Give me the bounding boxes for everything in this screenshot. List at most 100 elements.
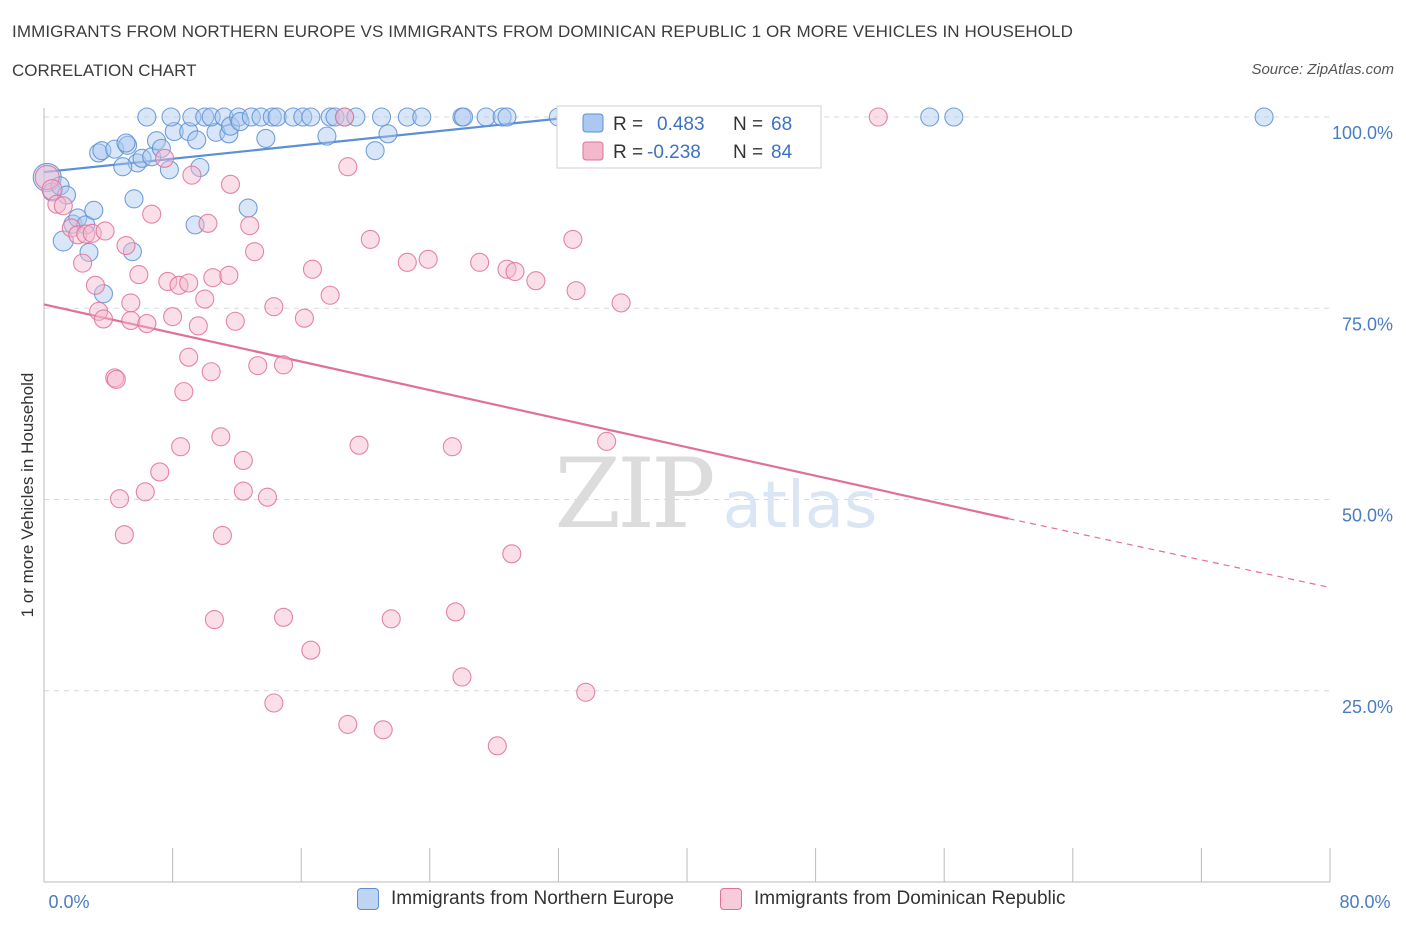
data-point (320, 285, 340, 305)
data-point (264, 693, 284, 713)
watermark: ZIP atlas (554, 438, 877, 550)
data-point (264, 297, 284, 317)
data-point (106, 369, 126, 389)
data-point (116, 133, 136, 153)
data-point (195, 289, 215, 309)
y-tick-label: 75.0% (1342, 314, 1393, 334)
data-point (372, 107, 392, 127)
data-point (868, 107, 888, 127)
data-point (373, 720, 393, 740)
data-point (220, 174, 241, 194)
data-point (526, 271, 546, 291)
legend-n-value: 84 (771, 142, 793, 163)
data-point (294, 308, 314, 328)
data-point (142, 204, 162, 224)
legend-swatch-pink (582, 141, 604, 161)
data-point (114, 525, 134, 545)
data-point (293, 107, 313, 127)
data-point (476, 107, 496, 127)
legend-label: Immigrants from Northern Europe (391, 888, 674, 909)
legend-r-label: R = (613, 142, 643, 163)
data-point (105, 139, 125, 159)
data-point (129, 265, 149, 285)
legend-item-dominican-republic[interactable]: Immigrants from Dominican Republic (720, 888, 1066, 910)
data-point (338, 157, 358, 177)
data-point (240, 216, 260, 236)
data-point (47, 194, 67, 214)
y-tick-label: 100.0% (1332, 123, 1393, 143)
data-point (301, 640, 321, 660)
data-point (68, 225, 88, 245)
y-tick-label: 25.0% (1342, 697, 1393, 717)
legend-r-label: R = (613, 114, 643, 135)
data-point (198, 213, 218, 233)
data-point (365, 141, 385, 161)
data-point (155, 148, 175, 168)
data-point (132, 148, 152, 168)
data-point (158, 271, 178, 292)
data-point (150, 462, 170, 482)
data-point (76, 224, 96, 244)
data-point (497, 107, 517, 127)
data-point (1254, 107, 1274, 127)
data-point (338, 714, 358, 734)
data-point (171, 437, 191, 457)
tick-labels: 0.0% 80.0% 100.0% 75.0% 50.0% 25.0% (48, 123, 1393, 912)
chart-subtitle: CORRELATION CHART (12, 61, 197, 80)
data-point (201, 362, 221, 382)
legend-swatch-blue (357, 888, 379, 910)
data-point (346, 107, 366, 127)
data-point (418, 249, 438, 269)
data-point (497, 259, 517, 279)
data-point (233, 450, 253, 471)
data-point (320, 107, 340, 127)
data-point (68, 208, 88, 228)
data-point (121, 293, 141, 313)
data-point (576, 682, 596, 702)
data-point (53, 196, 73, 216)
data-point (163, 307, 183, 327)
gridlines (44, 116, 1330, 692)
data-point (349, 435, 369, 455)
data-point (187, 130, 207, 150)
data-point (203, 268, 223, 288)
watermark-atlas: atlas (723, 469, 878, 543)
data-point (34, 164, 60, 190)
data-point (378, 124, 398, 144)
data-points (32, 107, 1274, 756)
data-point (452, 667, 472, 687)
data-point (397, 252, 417, 272)
trend-line-extension-1 (1008, 518, 1331, 589)
data-point (257, 487, 277, 507)
data-point (238, 198, 258, 218)
data-point (188, 316, 208, 336)
data-point (611, 293, 631, 313)
data-point (492, 107, 512, 127)
x-tick-label-min: 0.0% (48, 892, 89, 912)
data-point (95, 221, 115, 241)
data-point (164, 121, 184, 142)
data-point (124, 189, 144, 209)
data-point (245, 242, 265, 262)
data-point (116, 235, 136, 256)
legend-n-value: 68 (771, 114, 792, 135)
y-tick-label: 50.0% (1342, 506, 1393, 526)
legend-box: R = 0.483 N = 68 R = -0.238 N = 84 (556, 105, 822, 169)
data-point (161, 107, 181, 127)
data-point (179, 347, 199, 367)
data-point (211, 427, 231, 447)
data-point (445, 602, 466, 622)
legend-label: Immigrants from Dominican Republic (754, 888, 1066, 909)
data-point (256, 128, 276, 148)
data-point (267, 107, 287, 127)
data-point (93, 309, 114, 329)
data-point (302, 259, 323, 279)
data-point (79, 242, 99, 262)
data-point (381, 609, 401, 629)
legend-item-northern-europe[interactable]: Immigrants from Northern Europe (357, 888, 674, 910)
data-point (89, 143, 109, 163)
trend-line-1 (43, 303, 1009, 520)
bottom-legend: Immigrants from Northern Europe Immigran… (0, 888, 1406, 916)
data-point (412, 107, 432, 127)
